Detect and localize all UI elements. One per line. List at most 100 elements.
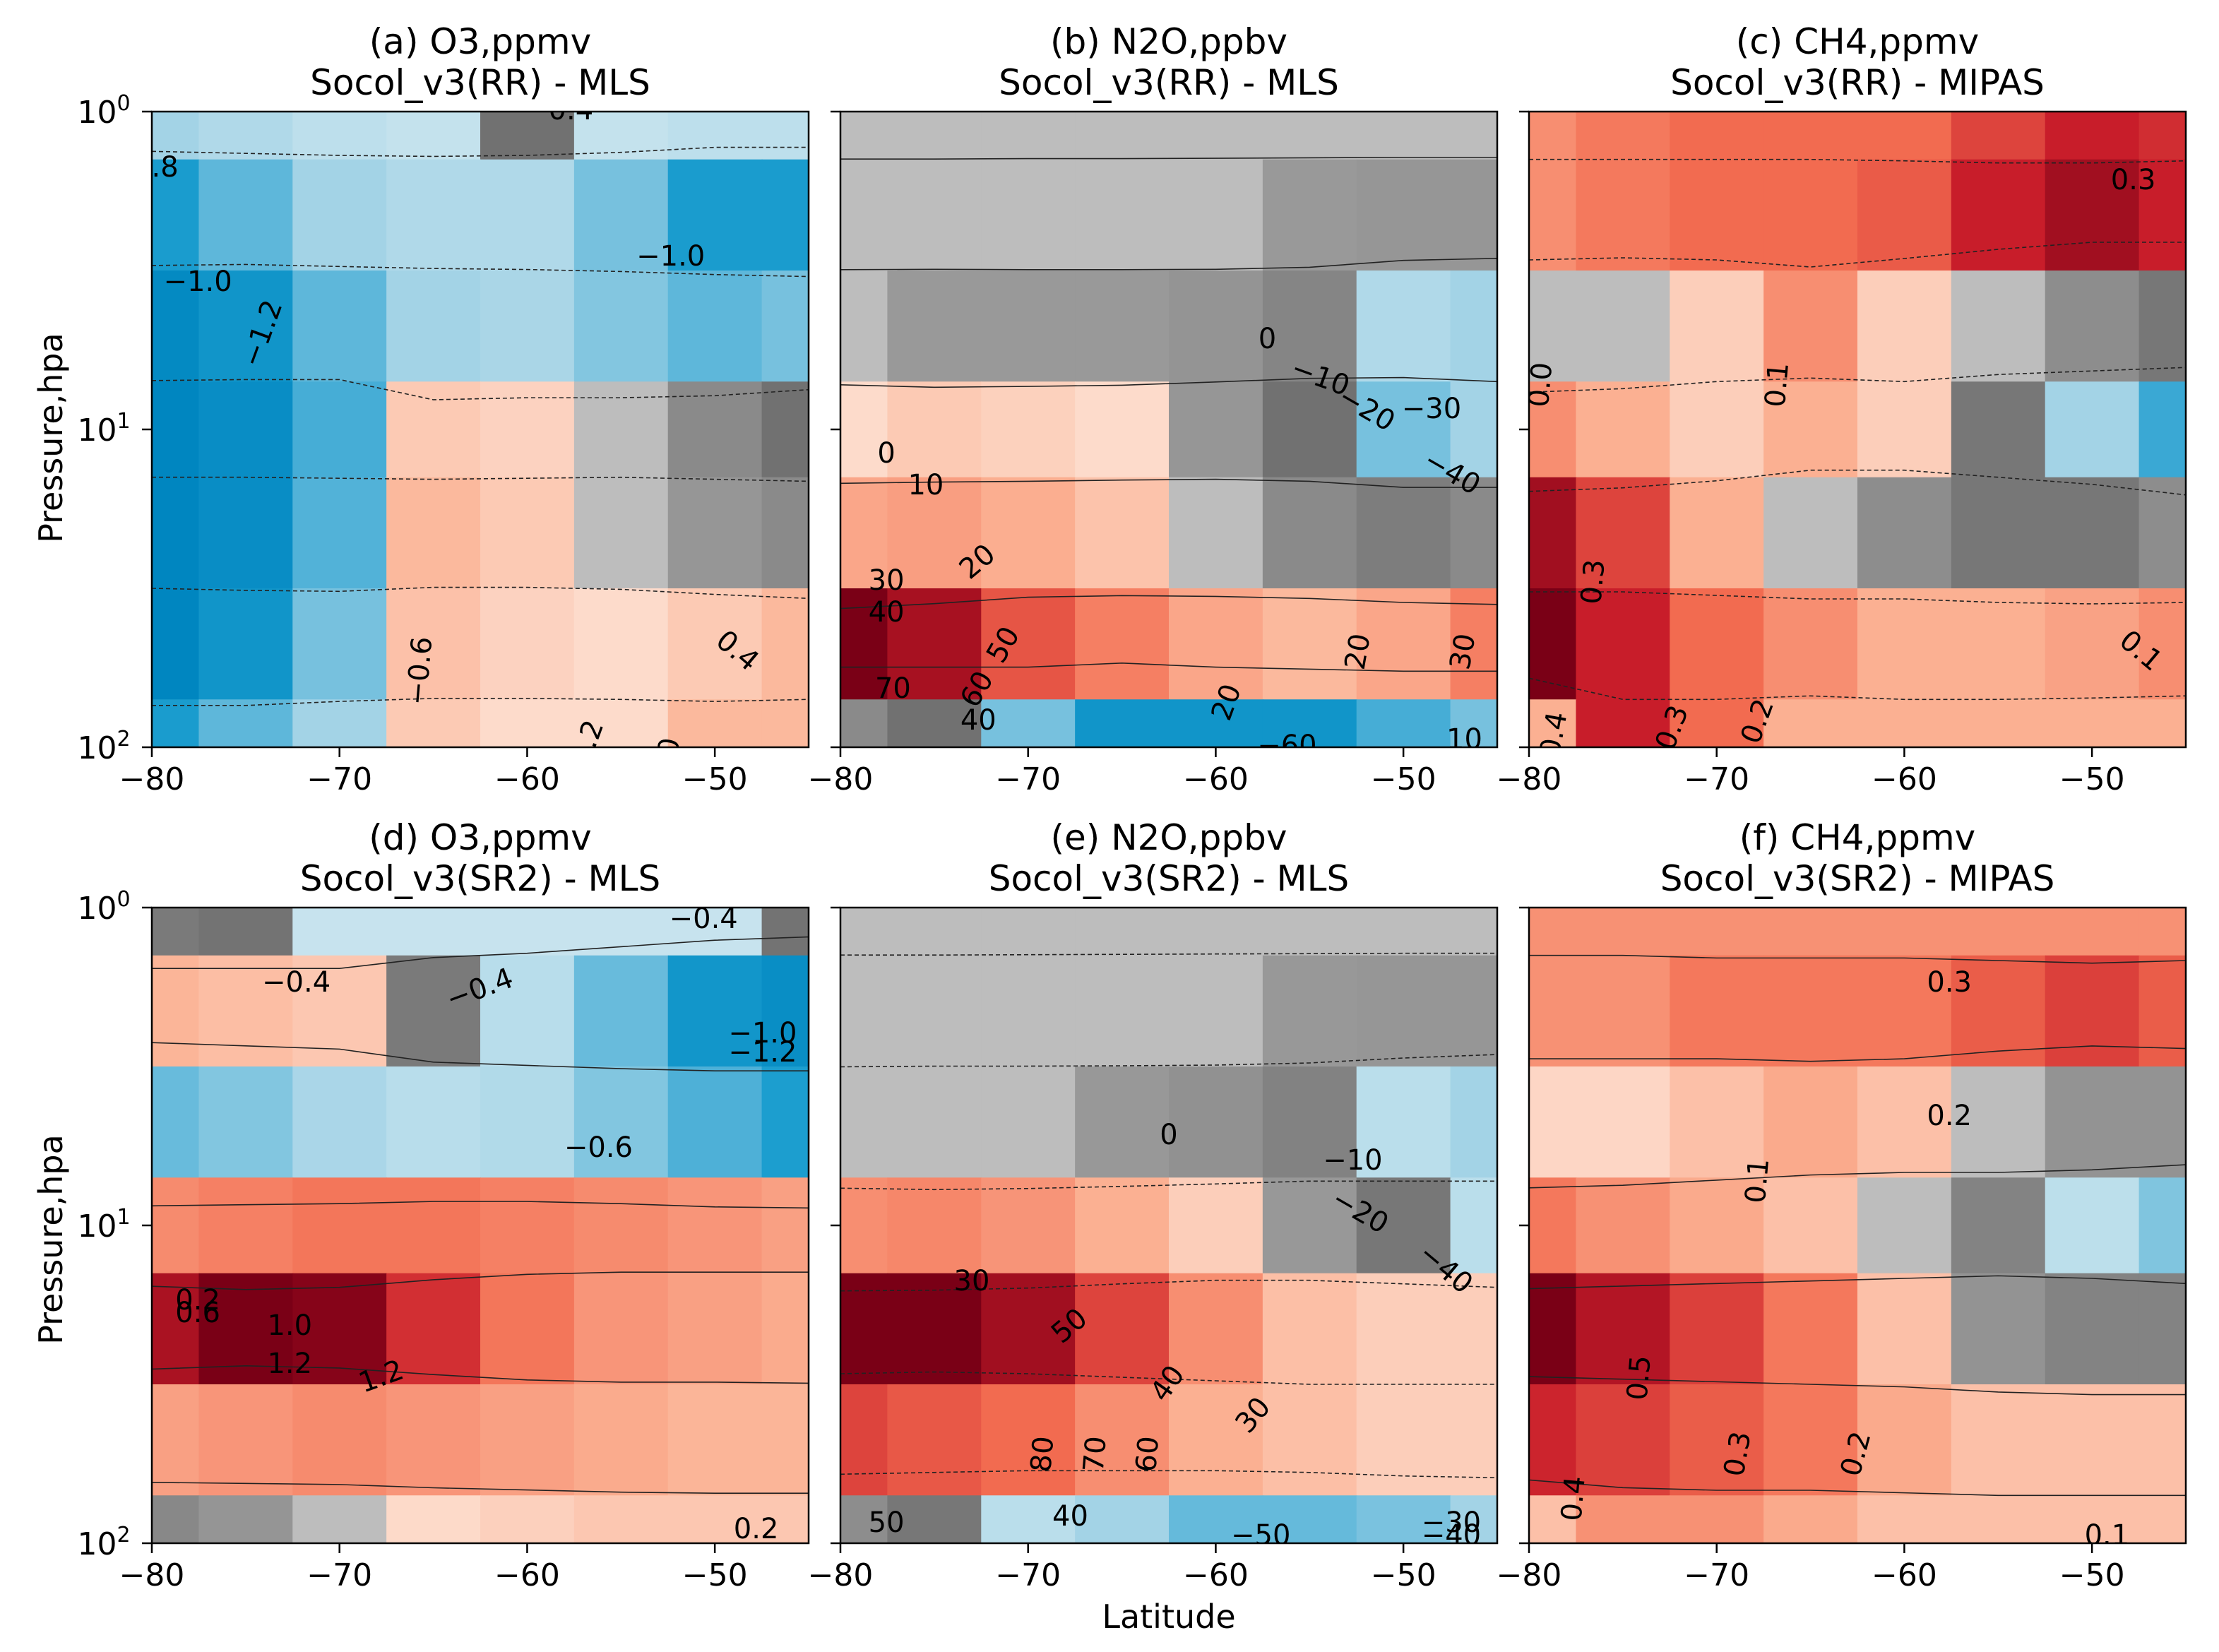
- cell-c-0-2: [1670, 112, 1765, 160]
- xtick-label-d-3: −50: [682, 1557, 748, 1593]
- cell-b-3-5: [1262, 381, 1357, 478]
- cell-b-1-2: [981, 159, 1076, 271]
- cell-f-5-7: [2138, 1384, 2186, 1497]
- cell-f-2-0: [1529, 1066, 1577, 1179]
- cell-f-4-2: [1670, 1273, 1765, 1385]
- cell-b-6-1: [887, 699, 982, 747]
- cell-b-2-4: [1169, 271, 1263, 383]
- cell-d-6-0: [152, 1495, 200, 1543]
- contour-line-f-4: [1529, 1273, 2186, 1290]
- cell-d-6-7: [761, 1495, 809, 1543]
- cell-e-4-5: [1262, 1273, 1357, 1385]
- cell-c-2-3: [1763, 271, 1858, 383]
- contour-line-a-6: [152, 698, 809, 706]
- cell-a-4-6: [667, 477, 763, 589]
- contour-label-b-3: −30: [1402, 393, 1461, 425]
- cell-e-1-1: [887, 955, 982, 1067]
- panel-a-field: −0.4.8−1.0−1.0−1.2−0.6 0.4.2 0: [152, 112, 809, 747]
- contour-line-a-2: [152, 263, 809, 278]
- cell-e-1-5: [1262, 955, 1357, 1067]
- panel-e-subtitle: Socol_v3(SR2) - MLS: [989, 858, 1350, 899]
- cell-b-1-1: [887, 159, 982, 271]
- cell-d-5-7: [761, 1384, 809, 1497]
- cell-f-1-6: [2045, 955, 2140, 1067]
- cell-d-6-3: [386, 1495, 481, 1543]
- cell-b-3-2: [981, 381, 1076, 478]
- contour-line-b-3: [840, 376, 1497, 388]
- cell-a-1-7: [761, 159, 809, 271]
- contour-label-e-8: 80: [1025, 1434, 1060, 1473]
- cell-f-3-1: [1576, 1177, 1671, 1274]
- cell-a-2-4: [480, 271, 575, 383]
- cell-b-1-0: [840, 159, 888, 271]
- cell-a-5-1: [198, 588, 294, 701]
- cell-d-0-5: [573, 908, 669, 956]
- cell-b-2-0: [840, 271, 888, 383]
- cell-e-0-7: [1450, 908, 1497, 956]
- cell-b-4-6: [1356, 477, 1451, 589]
- cell-f-1-2: [1670, 955, 1765, 1067]
- panel-a-subtitle: Socol_v3(RR) - MLS: [310, 62, 650, 103]
- ytick-exp-a-1: 1: [117, 409, 130, 434]
- cell-a-1-0: [152, 159, 200, 271]
- cell-f-6-6: [2045, 1495, 2140, 1543]
- contour-line-c-1: [1529, 158, 2186, 164]
- cell-e-4-1: [887, 1273, 982, 1385]
- cell-d-3-5: [573, 1177, 669, 1274]
- cell-c-1-4: [1857, 159, 1952, 271]
- contour-line-d-3: [152, 1177, 809, 1209]
- cell-e-0-5: [1262, 908, 1357, 956]
- cell-a-6-6: [667, 699, 763, 747]
- cell-f-0-5: [1951, 908, 2046, 956]
- cell-c-2-0: [1529, 271, 1577, 383]
- cell-f-2-5: [1951, 1066, 2046, 1179]
- contour-label-e-11: 50: [869, 1507, 905, 1539]
- cell-c-1-2: [1670, 159, 1765, 271]
- cell-c-6-0: [1529, 699, 1577, 747]
- cell-a-3-5: [573, 381, 669, 478]
- contour-label-a-1: .8: [152, 151, 179, 184]
- cell-e-1-7: [1450, 955, 1497, 1067]
- cell-a-2-0: [152, 271, 200, 383]
- xtick-label-b-3: −50: [1371, 761, 1436, 797]
- cell-c-2-1: [1576, 271, 1671, 383]
- cell-a-0-6: [667, 112, 763, 160]
- cell-e-3-7: [1450, 1177, 1497, 1274]
- cell-a-3-0: [152, 381, 200, 478]
- cell-b-4-4: [1169, 477, 1263, 589]
- cell-d-3-1: [198, 1177, 294, 1274]
- cell-b-5-7: [1450, 588, 1497, 701]
- cell-e-5-3: [1075, 1384, 1170, 1497]
- cell-e-4-2: [981, 1273, 1076, 1385]
- cell-e-6-6: [1356, 1495, 1451, 1543]
- cell-e-0-0: [840, 908, 888, 956]
- cell-d-0-4: [480, 908, 575, 956]
- cell-a-4-0: [152, 477, 200, 589]
- cell-e-4-4: [1169, 1273, 1263, 1385]
- ytick-label-d-2: 102: [77, 1523, 130, 1562]
- panel-d-title: (d) O3,ppmv: [369, 817, 591, 858]
- contour-label-a-3: −1.0: [636, 240, 705, 273]
- cell-b-0-7: [1450, 112, 1497, 160]
- cell-b-3-1: [887, 381, 982, 478]
- panel-e-title: (e) N2O,ppbv: [1051, 817, 1287, 858]
- cell-b-1-7: [1450, 159, 1497, 271]
- ytick-exp-d-0: 0: [117, 887, 130, 912]
- cell-b-0-1: [887, 112, 982, 160]
- contour-line-b-2: [840, 258, 1497, 271]
- cell-a-5-7: [761, 588, 809, 701]
- cell-d-5-3: [386, 1384, 481, 1497]
- panel-c-field: 0.30.0 0.10.30.10.20.30.4: [1529, 112, 2186, 747]
- cell-f-3-5: [1951, 1177, 2046, 1274]
- cell-d-6-6: [667, 1495, 763, 1543]
- cell-d-1-4: [480, 955, 575, 1067]
- contour-label-e-0: 0: [1160, 1119, 1177, 1151]
- cell-a-6-0: [152, 699, 200, 747]
- cell-b-3-7: [1450, 381, 1497, 478]
- cell-a-0-3: [386, 112, 481, 160]
- cell-a-6-3: [386, 699, 481, 747]
- xtick-label-b-0: −80: [808, 761, 874, 797]
- cell-e-3-2: [981, 1177, 1076, 1274]
